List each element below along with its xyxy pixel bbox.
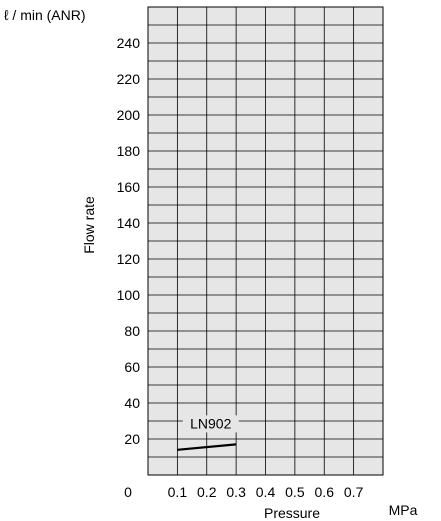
series-label: LN902 xyxy=(190,415,231,431)
x-tick-labels: 0.1 0.2 0.3 0.4 0.5 0.6 0.7 xyxy=(168,484,364,500)
x-axis-label: Pressure xyxy=(264,505,320,521)
y-tick-label: 140 xyxy=(117,215,141,231)
y-tick-labels: 20 40 60 80 100 120 140 160 180 200 220 240 xyxy=(117,35,141,447)
y-tick-label: 160 xyxy=(117,179,141,195)
y-tick-label: 200 xyxy=(117,107,141,123)
series-label-background xyxy=(182,415,239,433)
x-tick-label: 0.5 xyxy=(285,484,305,500)
y-unit-label: ℓ / min (ANR) xyxy=(4,7,86,23)
y-axis-label: Flow rate xyxy=(81,196,97,254)
x-tick-label: 0.6 xyxy=(315,484,335,500)
x-tick-label: 0.1 xyxy=(168,484,188,500)
x-tick-label: 0.7 xyxy=(344,484,364,500)
y-tick-label: 180 xyxy=(117,143,141,159)
x-tick-label: 0.2 xyxy=(197,484,217,500)
y-tick-label: 220 xyxy=(117,71,141,87)
series-layer: LN902 xyxy=(177,415,239,451)
x-unit-label: MPa xyxy=(389,502,418,518)
x-tick-label: 0.4 xyxy=(256,484,276,500)
y-tick-label: 20 xyxy=(124,431,140,447)
x-tick-label: 0.3 xyxy=(226,484,246,500)
y-tick-label: 40 xyxy=(124,395,140,411)
y-tick-label: 60 xyxy=(124,359,140,375)
y-tick-label: 240 xyxy=(117,35,141,51)
y-tick-label: 100 xyxy=(117,287,141,303)
series-line-ln902 xyxy=(177,443,237,451)
y-tick-label: 80 xyxy=(124,323,140,339)
x-origin-label: 0 xyxy=(124,484,132,500)
grid-lines xyxy=(148,7,383,475)
y-tick-label: 120 xyxy=(117,251,141,267)
